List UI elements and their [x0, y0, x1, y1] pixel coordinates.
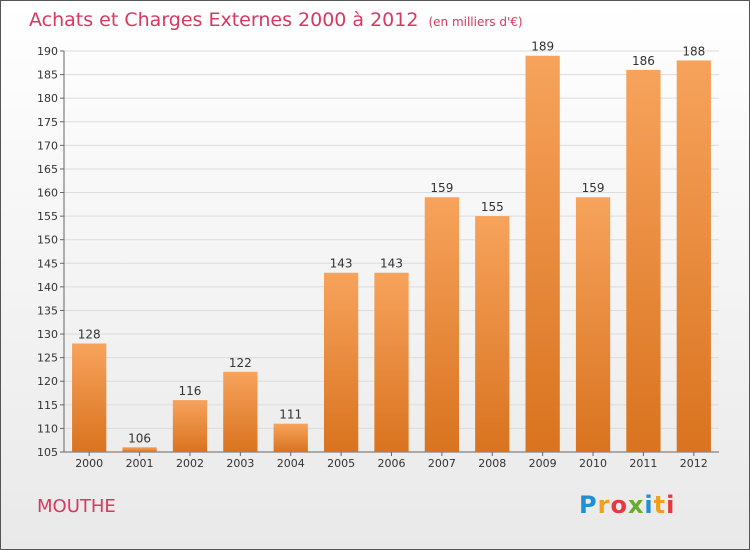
data-label: 186	[632, 54, 655, 68]
data-label: 159	[582, 181, 605, 195]
bar	[575, 197, 611, 452]
data-label: 111	[279, 408, 302, 422]
data-label: 188	[682, 44, 705, 58]
data-label: 189	[531, 40, 554, 54]
data-label: 128	[78, 327, 101, 341]
bar	[475, 216, 510, 452]
bar	[626, 69, 661, 452]
chart-unit: (en milliers d'€)	[428, 15, 523, 29]
y-tick-label: 155	[37, 210, 58, 223]
y-tick-label: 120	[37, 375, 58, 388]
data-label: 159	[430, 181, 453, 195]
data-label: 116	[179, 384, 202, 398]
x-tick-label: 2012	[680, 457, 708, 470]
y-tick-label: 170	[37, 139, 58, 152]
data-label: 155	[481, 200, 504, 214]
bar	[72, 343, 107, 452]
y-tick-label: 175	[37, 116, 58, 129]
commune-name: MOUTHE	[37, 496, 116, 517]
x-tick-label: 2011	[629, 457, 657, 470]
bar	[323, 272, 359, 452]
y-tick-label: 185	[37, 69, 58, 82]
y-tick-label: 180	[37, 92, 58, 105]
data-label: 106	[128, 431, 151, 445]
bar	[223, 371, 258, 452]
bar	[424, 197, 460, 452]
y-tick-label: 145	[37, 257, 58, 270]
chart-title-text: Achats et Charges Externes 2000 à 2012	[29, 9, 419, 31]
data-label: 143	[330, 257, 353, 271]
x-tick-label: 2002	[176, 457, 204, 470]
data-label: 122	[229, 356, 252, 370]
x-tick-label: 2004	[277, 457, 305, 470]
y-tick-label: 105	[37, 446, 58, 459]
y-tick-label: 115	[37, 399, 58, 412]
chart-title: Achats et Charges Externes 2000 à 2012 (e…	[29, 9, 523, 31]
bar	[525, 55, 560, 452]
x-tick-label: 2009	[529, 457, 557, 470]
y-tick-label: 140	[37, 281, 58, 294]
logo-letter: o	[610, 491, 628, 519]
logo-letter: i	[644, 491, 654, 519]
x-tick-label: 2000	[75, 457, 103, 470]
y-tick-label: 110	[37, 422, 58, 435]
y-tick-label: 165	[37, 163, 58, 176]
bar-chart: 105 110 115 120 125 130 135 140 145 150 155 160 165 1…	[37, 40, 719, 470]
x-tick-label: 2001	[126, 457, 154, 470]
logo-letter: P	[579, 491, 598, 519]
bar	[172, 400, 208, 452]
logo-letter: i	[666, 491, 676, 519]
y-tick-label: 160	[37, 187, 58, 200]
bar	[122, 447, 157, 452]
y-tick-label: 150	[37, 234, 58, 247]
logo-letter: x	[627, 491, 645, 519]
x-tick-label: 2003	[226, 457, 254, 470]
bar	[374, 272, 409, 452]
proxiti-logo: Proxiti	[579, 491, 675, 519]
data-label: 143	[380, 257, 403, 271]
y-tick-label: 135	[37, 304, 58, 317]
bar	[676, 60, 711, 452]
y-tick-label: 125	[37, 352, 58, 365]
x-tick-label: 2010	[579, 457, 607, 470]
x-tick-label: 2006	[378, 457, 406, 470]
y-tick-label: 190	[37, 45, 58, 58]
logo-letter: r	[597, 491, 611, 519]
x-tick-label: 2008	[478, 457, 506, 470]
logo-letter: t	[653, 491, 667, 519]
x-tick-label: 2007	[428, 457, 456, 470]
y-tick-label: 130	[37, 328, 58, 341]
bar	[273, 423, 308, 452]
x-tick-label: 2005	[327, 457, 355, 470]
